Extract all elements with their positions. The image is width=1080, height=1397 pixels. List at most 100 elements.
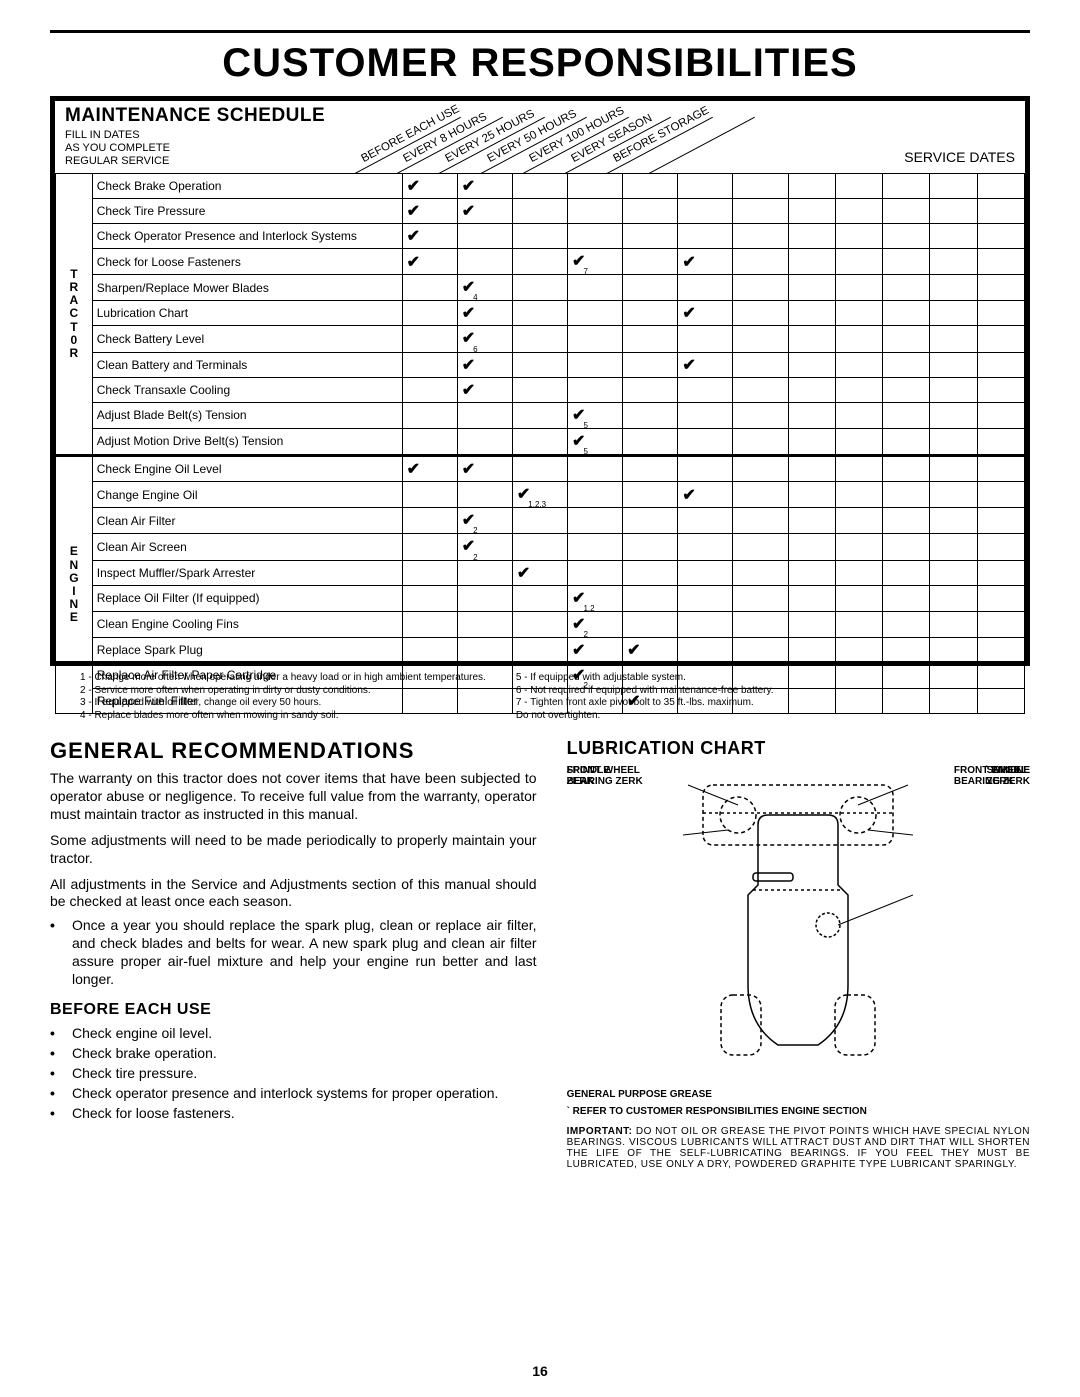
check-cell [678,352,733,377]
check-cell [457,249,512,275]
before-use-item: Check tire pressure. [72,1065,537,1083]
check-cell [402,428,457,455]
service-date-cell [977,249,1024,275]
before-use-item: Check operator presence and interlock sy… [72,1085,537,1103]
service-date-cell [835,560,882,585]
check-cell [402,275,457,301]
check-cell [733,301,788,326]
service-date-cell [930,637,977,662]
table-row: Lubrication Chart [56,301,1025,326]
service-date-cell [835,275,882,301]
check-cell [512,199,567,224]
task-cell: Replace Oil Filter (If equipped) [92,585,402,611]
check-cell [678,402,733,428]
check-cell [568,224,623,249]
check-cell [623,275,678,301]
service-date-cell [788,534,835,560]
table-row: Inspect Muffler/Spark Arrester [56,560,1025,585]
check-cell [402,326,457,352]
task-cell: Lubrication Chart [92,301,402,326]
service-date-cell [835,611,882,637]
check-cell [733,637,788,662]
task-cell: Check Engine Oil Level [92,455,402,481]
service-date-cell [930,377,977,402]
service-date-cell [930,275,977,301]
check-cell [512,224,567,249]
table-row: Clean Air Filter2 [56,508,1025,534]
service-date-cell [883,481,930,507]
table-row: Sharpen/Replace Mower Blades4 [56,275,1025,301]
check-cell [568,377,623,402]
check-cell [678,611,733,637]
check-cell [623,249,678,275]
check-cell [678,508,733,534]
maintenance-table: TRACT0RCheck Brake OperationCheck Tire P… [55,173,1025,714]
task-cell: Clean Battery and Terminals [92,352,402,377]
check-cell [733,508,788,534]
check-cell [402,174,457,199]
check-cell [512,662,567,688]
check-cell: 2 [568,611,623,637]
page-title: CUSTOMER RESPONSIBILITIES [50,41,1030,86]
service-date-cell [930,662,977,688]
task-cell: Replace Spark Plug [92,637,402,662]
check-cell: 7 [568,249,623,275]
check-cell [457,481,512,507]
task-cell: Check for Loose Fasteners [92,249,402,275]
service-date-cell [883,611,930,637]
check-cell [733,224,788,249]
check-cell [623,199,678,224]
check-cell [733,481,788,507]
check-cell [733,249,788,275]
service-date-cell [883,326,930,352]
service-date-cell [977,352,1024,377]
service-date-cell [930,585,977,611]
task-cell: Check Battery Level [92,326,402,352]
check-cell [512,585,567,611]
check-cell [512,174,567,199]
task-cell: Clean Air Filter [92,508,402,534]
table-row: Adjust Motion Drive Belt(s) Tension5 [56,428,1025,455]
service-date-cell [977,275,1024,301]
general-para: All adjustments in the Service and Adjus… [50,876,537,912]
check-cell [733,560,788,585]
check-cell [678,428,733,455]
check-cell [457,455,512,481]
check-cell [623,508,678,534]
check-cell [512,508,567,534]
page-number: 16 [532,1363,548,1379]
check-cell [733,377,788,402]
lubrication-heading: LUBRICATION CHART [567,738,1030,759]
check-cell [733,174,788,199]
check-cell [623,301,678,326]
service-date-cell [883,585,930,611]
service-date-cell [788,275,835,301]
task-cell: Adjust Blade Belt(s) Tension [92,402,402,428]
schedule-heading: MAINTENANCE SCHEDULE [65,105,355,127]
service-date-cell [835,662,882,688]
check-cell [512,377,567,402]
check-cell [457,224,512,249]
service-date-cell [883,689,930,714]
task-cell: Check Transaxle Cooling [92,377,402,402]
table-row: ENGINECheck Engine Oil Level [56,455,1025,481]
service-date-cell [930,560,977,585]
check-cell [457,662,512,688]
service-date-cell [977,174,1024,199]
service-date-cell [883,428,930,455]
check-cell [512,301,567,326]
check-cell [733,428,788,455]
service-date-cell [835,402,882,428]
check-cell [512,275,567,301]
check-cell [402,508,457,534]
service-dates-label: SERVICE DATES [904,149,1015,165]
service-date-cell [788,301,835,326]
general-recommendations-column: GENERAL RECOMMENDATIONS The warranty on … [50,738,537,1170]
service-date-cell [883,301,930,326]
service-date-cell [835,326,882,352]
check-cell [733,662,788,688]
check-cell [623,352,678,377]
check-cell [678,377,733,402]
service-date-cell [930,455,977,481]
service-date-cell [835,174,882,199]
